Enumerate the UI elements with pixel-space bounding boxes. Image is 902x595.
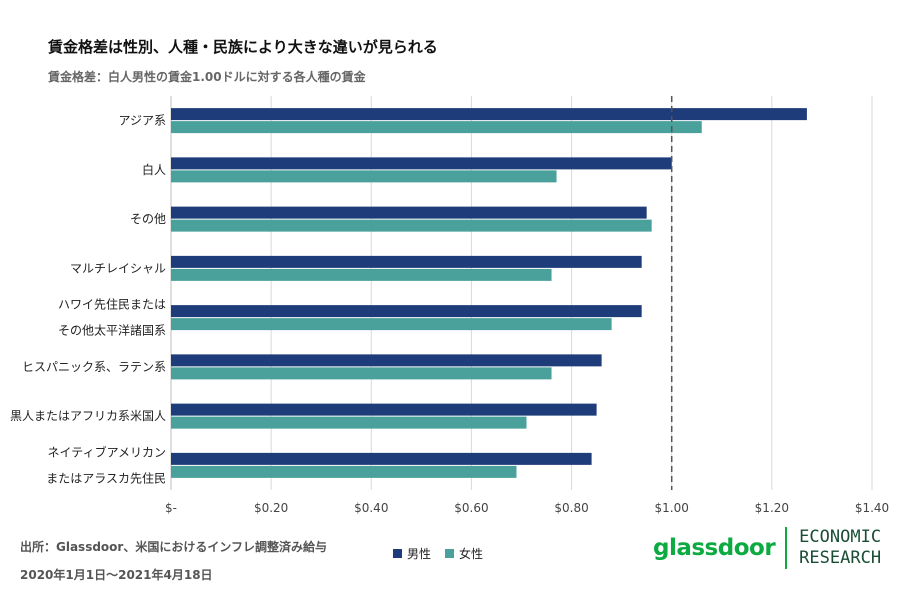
- brand-econ-line2: RESEARCH: [799, 548, 882, 568]
- source-date-range: 2020年1月1日～2021年4月18日: [20, 568, 213, 582]
- brand-econ-line1: ECONOMIC: [799, 527, 882, 547]
- x-tick-label-3: $0.60: [454, 501, 488, 515]
- legend: 男性 女性: [393, 545, 483, 562]
- category-label-6-0: 黒人またはアフリカ系米国人: [10, 409, 166, 423]
- category-label-5-0: ヒスパニック系、ラテン系: [22, 360, 166, 374]
- brand-name: glassdoor: [653, 535, 776, 561]
- category-label-7-0: ネイティブアメリカン: [48, 444, 166, 459]
- bar-male-6: [171, 403, 597, 416]
- bar-male-2: [171, 206, 647, 219]
- category-label-4-1: その他太平洋諸国系: [58, 323, 166, 338]
- bar-male-7: [171, 452, 592, 465]
- glassdoor-economic-research-logo: glassdoor ECONOMIC RESEARCH: [653, 527, 881, 569]
- bar-male-0: [171, 108, 807, 121]
- legend-swatch-male: [393, 549, 402, 558]
- x-tick-label-4: $0.80: [554, 501, 588, 515]
- legend-item-female: 女性: [445, 545, 483, 562]
- category-label-0-0: アジア系: [118, 114, 166, 128]
- bar-female-6: [171, 416, 527, 429]
- bar-male-3: [171, 255, 642, 268]
- category-label-3-0: マルチレイシャル: [70, 261, 166, 275]
- bar-chart: $- $0.20 $0.40 $0.60 $0.80 $1.00 $1.20 $1.40 アジア…: [10, 96, 889, 515]
- bar-female-7: [171, 465, 517, 478]
- bar-male-1: [171, 157, 672, 170]
- logo-divider: [785, 527, 788, 569]
- x-tick-label-0: $-: [165, 501, 177, 515]
- x-tick-label-1: $0.20: [254, 501, 288, 515]
- bar-female-3: [171, 268, 552, 281]
- bar-female-1: [171, 170, 557, 183]
- category-label-2-0: その他: [130, 212, 166, 226]
- legend-swatch-female: [445, 549, 455, 558]
- source-note: 出所：Glassdoor、米国におけるインフレ調整済み給与: [20, 540, 327, 554]
- bar-female-2: [171, 219, 652, 232]
- bar-female-0: [171, 121, 702, 134]
- x-tick-label-6: $1.20: [755, 501, 789, 515]
- bar-female-4: [171, 318, 612, 331]
- category-label-1-0: 白人: [142, 162, 166, 177]
- category-label-4-0: ハワイ先住民または: [58, 298, 166, 312]
- bar-male-4: [171, 305, 642, 318]
- x-tick-label-5: $1.00: [655, 501, 689, 515]
- legend-label-male: 男性: [407, 547, 432, 561]
- legend-item-male: 男性: [393, 545, 431, 562]
- x-tick-label-7: $1.40: [855, 501, 889, 515]
- brand-econ: ECONOMIC RESEARCH: [799, 527, 881, 569]
- x-tick-label-2: $0.40: [354, 501, 388, 515]
- bar-male-5: [171, 354, 602, 367]
- bar-female-5: [171, 367, 552, 380]
- chart-subtitle: 賃金格差：白人男性の賃金1.00ドルに対する各人種の賃金: [48, 70, 366, 84]
- legend-label-female: 女性: [459, 547, 484, 561]
- chart-title: 賃金格差は性別、人種・民族により大きな違いが見られる: [48, 38, 438, 56]
- category-label-7-1: またはアラスカ先住民: [46, 471, 166, 485]
